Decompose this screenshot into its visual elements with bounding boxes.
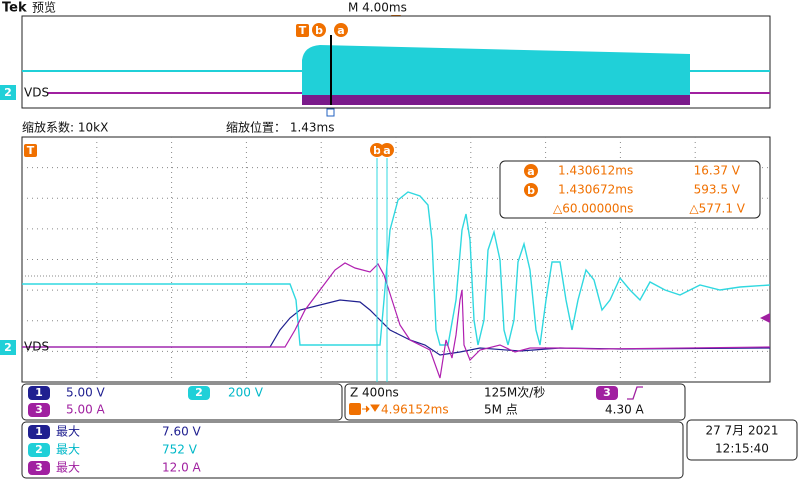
cursor-badge: [334, 23, 348, 37]
trigger-badge: [296, 24, 309, 37]
channel-scale: 5.00 V: [66, 386, 106, 400]
measurement-value: 7.60 V: [162, 425, 202, 439]
ch3-trace: [22, 262, 771, 379]
brand: Tek: [2, 1, 27, 16]
zoom-marker: [326, 108, 335, 117]
mode: 预览: [32, 0, 56, 15]
trigger-icon: [349, 403, 361, 415]
channel-marker-label: 2: [4, 86, 12, 99]
badge-label: T: [27, 144, 35, 157]
measurement-name: 最大: [56, 461, 80, 475]
trace-label: VDS: [24, 340, 49, 354]
badge-label: a: [527, 165, 534, 178]
clock-panel: [686, 419, 798, 461]
trigger-level: 4.30 A: [605, 403, 645, 417]
cursor-value: 16.37 V: [694, 164, 741, 178]
time: 12:15:40: [715, 442, 769, 456]
channel-marker: [0, 340, 16, 355]
measurement-panel: [21, 421, 684, 479]
badge-label: b: [527, 184, 535, 197]
cursor-readout: [499, 160, 761, 219]
badge-label: a: [383, 144, 390, 157]
record-length: 5M 点: [484, 403, 518, 417]
badge-label: b: [315, 24, 323, 37]
zoom-timebase: Z 400ns: [350, 386, 399, 400]
cursor-delta-value: △577.1 V: [689, 202, 745, 216]
channel-id: 2: [195, 386, 203, 399]
trigger-slope-icon: [627, 386, 643, 400]
measurement-name: 最大: [56, 425, 80, 439]
cursor-value: 593.5 V: [694, 183, 741, 197]
trace-label: VDS: [24, 86, 49, 100]
channel-marker: [0, 85, 16, 100]
badge-label: b: [373, 144, 381, 157]
trigger-badge: [24, 144, 37, 157]
measurement-channel: 1: [35, 425, 43, 438]
trigger-position: 4.96152ms: [381, 403, 449, 417]
measurement-channel: 2: [35, 443, 43, 456]
ch1-trace: [22, 299, 771, 356]
ch2-trace: [22, 191, 771, 346]
overview-burst: [302, 45, 690, 103]
cursor-badge: [370, 143, 384, 157]
zoom-position: 缩放位置： 1.43ms: [226, 120, 334, 135]
overview-burst-purple: [302, 95, 690, 105]
sample-rate: 125M次/秒: [484, 386, 545, 400]
timebase: M 4.00ms: [348, 1, 407, 15]
measurement-value: 752 V: [162, 443, 198, 457]
badge-label: T: [299, 24, 307, 37]
channel-scale: 200 V: [228, 386, 264, 400]
channel-badge: [28, 425, 50, 439]
trigger-level-marker: [760, 313, 770, 323]
channel-badge: [28, 443, 50, 457]
channel-badge: [596, 386, 618, 400]
channel-badge: [188, 386, 210, 400]
measurement-value: 12.0 A: [162, 461, 202, 475]
channel-scale: 5.00 A: [66, 403, 106, 417]
date: 27 7月 2021: [705, 424, 778, 438]
channel-badge: [28, 386, 50, 400]
channel-badge: [28, 403, 50, 417]
cursor-badge: [312, 23, 326, 37]
cursor-badge: [524, 183, 538, 197]
cursor-badge: [380, 143, 394, 157]
cursor-badge: [524, 164, 538, 178]
channel-panel: [21, 383, 343, 421]
trigger-source: 3: [603, 386, 611, 399]
cursor-time: 1.430612ms: [558, 164, 633, 178]
zoom-factor: 缩放系数: 10kX: [22, 120, 108, 135]
measurement-name: 最大: [56, 443, 80, 457]
measurement-channel: 3: [35, 461, 43, 474]
channel-id: 1: [35, 386, 43, 399]
trigger-arrow: [362, 404, 380, 413]
badge-label: a: [337, 24, 344, 37]
channel-badge: [28, 461, 50, 475]
cursor-time: 1.430672ms: [558, 183, 633, 197]
channel-id: 3: [35, 403, 43, 416]
channel-marker-label: 2: [4, 341, 12, 354]
cursor-delta-time: △60.00000ns: [553, 202, 633, 216]
